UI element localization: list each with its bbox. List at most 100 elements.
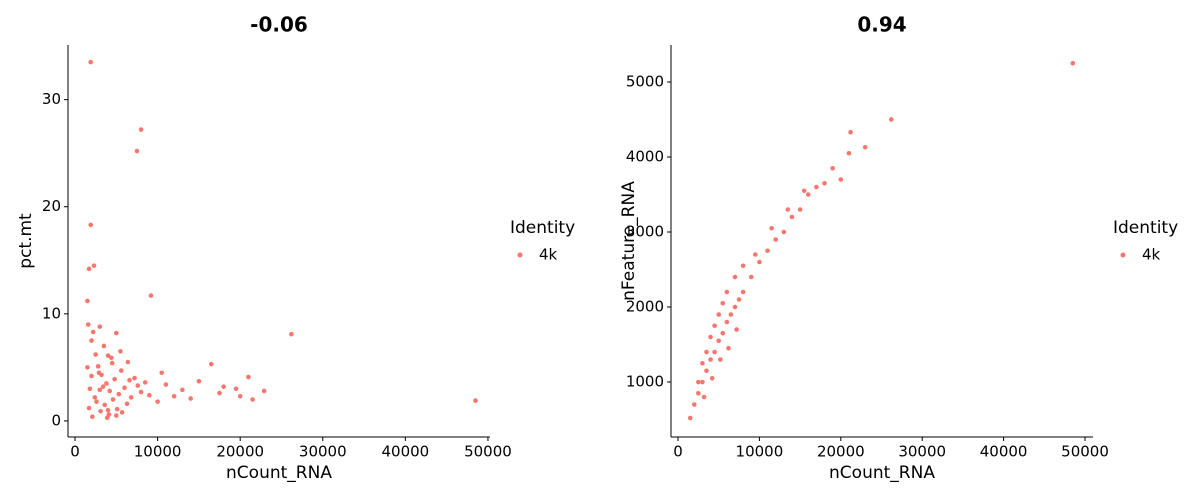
legend-marker [1120, 252, 1126, 258]
point [114, 406, 120, 412]
point [155, 399, 160, 404]
point [208, 361, 214, 367]
y-tick-label: 30 [42, 90, 61, 108]
chart-title: 0.94 [857, 13, 906, 37]
point [704, 368, 709, 374]
point [118, 349, 123, 354]
point [691, 402, 697, 407]
point [700, 379, 705, 385]
point [700, 360, 705, 366]
point [163, 382, 169, 387]
point [712, 323, 717, 329]
x-tick-label: 20000 [216, 443, 264, 461]
point [805, 192, 811, 197]
point [107, 388, 113, 394]
point [94, 399, 99, 404]
point [112, 376, 117, 382]
point [704, 349, 709, 355]
x-tick-label: 0 [673, 443, 683, 461]
x-tick-label: 10000 [736, 443, 784, 461]
x-tick-label: 30000 [299, 443, 347, 461]
point [217, 390, 222, 396]
point [830, 165, 835, 171]
point [125, 359, 131, 365]
point [728, 312, 734, 317]
point [687, 415, 693, 421]
point [801, 188, 807, 194]
point [124, 401, 130, 407]
point [147, 392, 152, 398]
point [726, 345, 731, 351]
point [128, 395, 134, 400]
point [138, 127, 144, 132]
point [105, 407, 111, 413]
y-axis-label: pct.mt [16, 213, 36, 269]
point [724, 319, 730, 325]
x-tick-label: 50000 [1061, 443, 1109, 461]
point [89, 338, 94, 343]
point [188, 396, 193, 401]
point [246, 374, 251, 380]
point [109, 360, 115, 366]
point [95, 364, 101, 369]
point [708, 334, 713, 340]
x-tick-label: 30000 [898, 443, 946, 461]
point [91, 263, 97, 268]
point [88, 222, 94, 228]
point [221, 384, 226, 389]
point [96, 370, 102, 376]
point [132, 375, 137, 381]
point [118, 368, 124, 373]
point [720, 300, 726, 306]
point [122, 385, 127, 391]
legend-marker [517, 252, 523, 258]
y-tick-label: 2000 [626, 298, 664, 316]
point [85, 365, 90, 370]
point [90, 329, 96, 335]
point [171, 394, 177, 399]
legend-label: 4k [539, 246, 558, 264]
point [814, 184, 819, 190]
point [102, 402, 108, 408]
point [127, 377, 132, 383]
point [696, 390, 701, 396]
point [89, 373, 94, 379]
y-tick-label: 3000 [626, 222, 664, 240]
point [138, 389, 144, 395]
point [134, 148, 140, 154]
point [473, 398, 478, 403]
point [720, 330, 726, 336]
point [797, 207, 803, 212]
point [86, 266, 92, 272]
point [114, 330, 119, 336]
point [135, 383, 141, 388]
point [109, 355, 114, 361]
point [104, 381, 109, 386]
point [785, 207, 791, 212]
point [90, 414, 95, 419]
point [196, 379, 202, 384]
point [708, 357, 713, 362]
y-tick-label: 1000 [626, 373, 664, 391]
point [97, 387, 103, 393]
point [848, 129, 853, 135]
point [101, 343, 107, 349]
point [716, 312, 722, 317]
point [696, 379, 701, 385]
point [781, 229, 787, 235]
point [233, 386, 239, 392]
legend-title: Identity [1113, 218, 1178, 238]
y-tick-label: 5000 [626, 72, 664, 90]
point [261, 388, 267, 394]
point [748, 274, 754, 280]
x-tick-label: 0 [70, 443, 80, 461]
point [757, 259, 762, 265]
point [104, 415, 110, 421]
point [93, 352, 98, 357]
point [822, 180, 827, 186]
point [838, 177, 844, 182]
legend-label: 4k [1142, 246, 1161, 264]
point [773, 237, 778, 242]
point [159, 370, 165, 376]
